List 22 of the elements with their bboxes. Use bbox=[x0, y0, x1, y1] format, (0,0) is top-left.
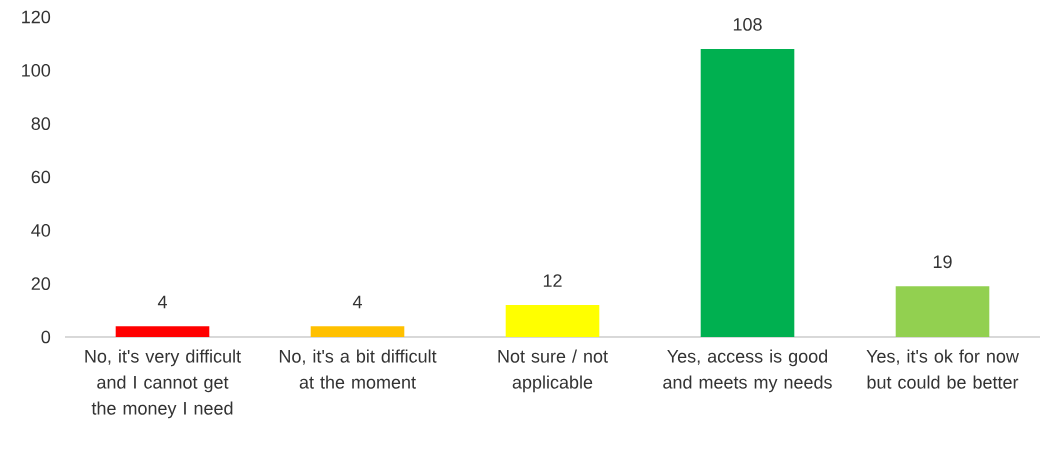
y-tick-label: 100 bbox=[22, 63, 51, 77]
y-tick-label: 20 bbox=[31, 277, 51, 291]
data-label: 108 bbox=[733, 18, 762, 31]
x-tick-label: Yes, it's ok for now but could be better bbox=[866, 349, 1019, 389]
x-tick-label: No, it's very difficult and I cannot get the money I need bbox=[85, 349, 241, 419]
bar bbox=[115, 326, 210, 337]
y-tick-label: 80 bbox=[31, 117, 51, 131]
bar bbox=[505, 305, 600, 337]
bar bbox=[700, 49, 795, 337]
x-tick-label: Not sure / not applicable bbox=[498, 349, 608, 393]
x-tick-label: No, it's a bit difficult at the moment bbox=[279, 349, 437, 389]
data-label: 4 bbox=[157, 295, 167, 309]
y-tick-label: 0 bbox=[41, 330, 51, 344]
y-tick-label: 120 bbox=[22, 10, 51, 24]
data-label: 19 bbox=[933, 255, 952, 269]
y-tick-label: 60 bbox=[31, 170, 51, 184]
data-label: 4 bbox=[352, 295, 362, 309]
x-tick-label: Yes, access is good and meets my needs bbox=[663, 349, 832, 393]
bar bbox=[310, 326, 405, 337]
bar bbox=[895, 286, 990, 337]
data-label: 12 bbox=[543, 274, 562, 287]
y-tick-label: 40 bbox=[31, 223, 51, 237]
